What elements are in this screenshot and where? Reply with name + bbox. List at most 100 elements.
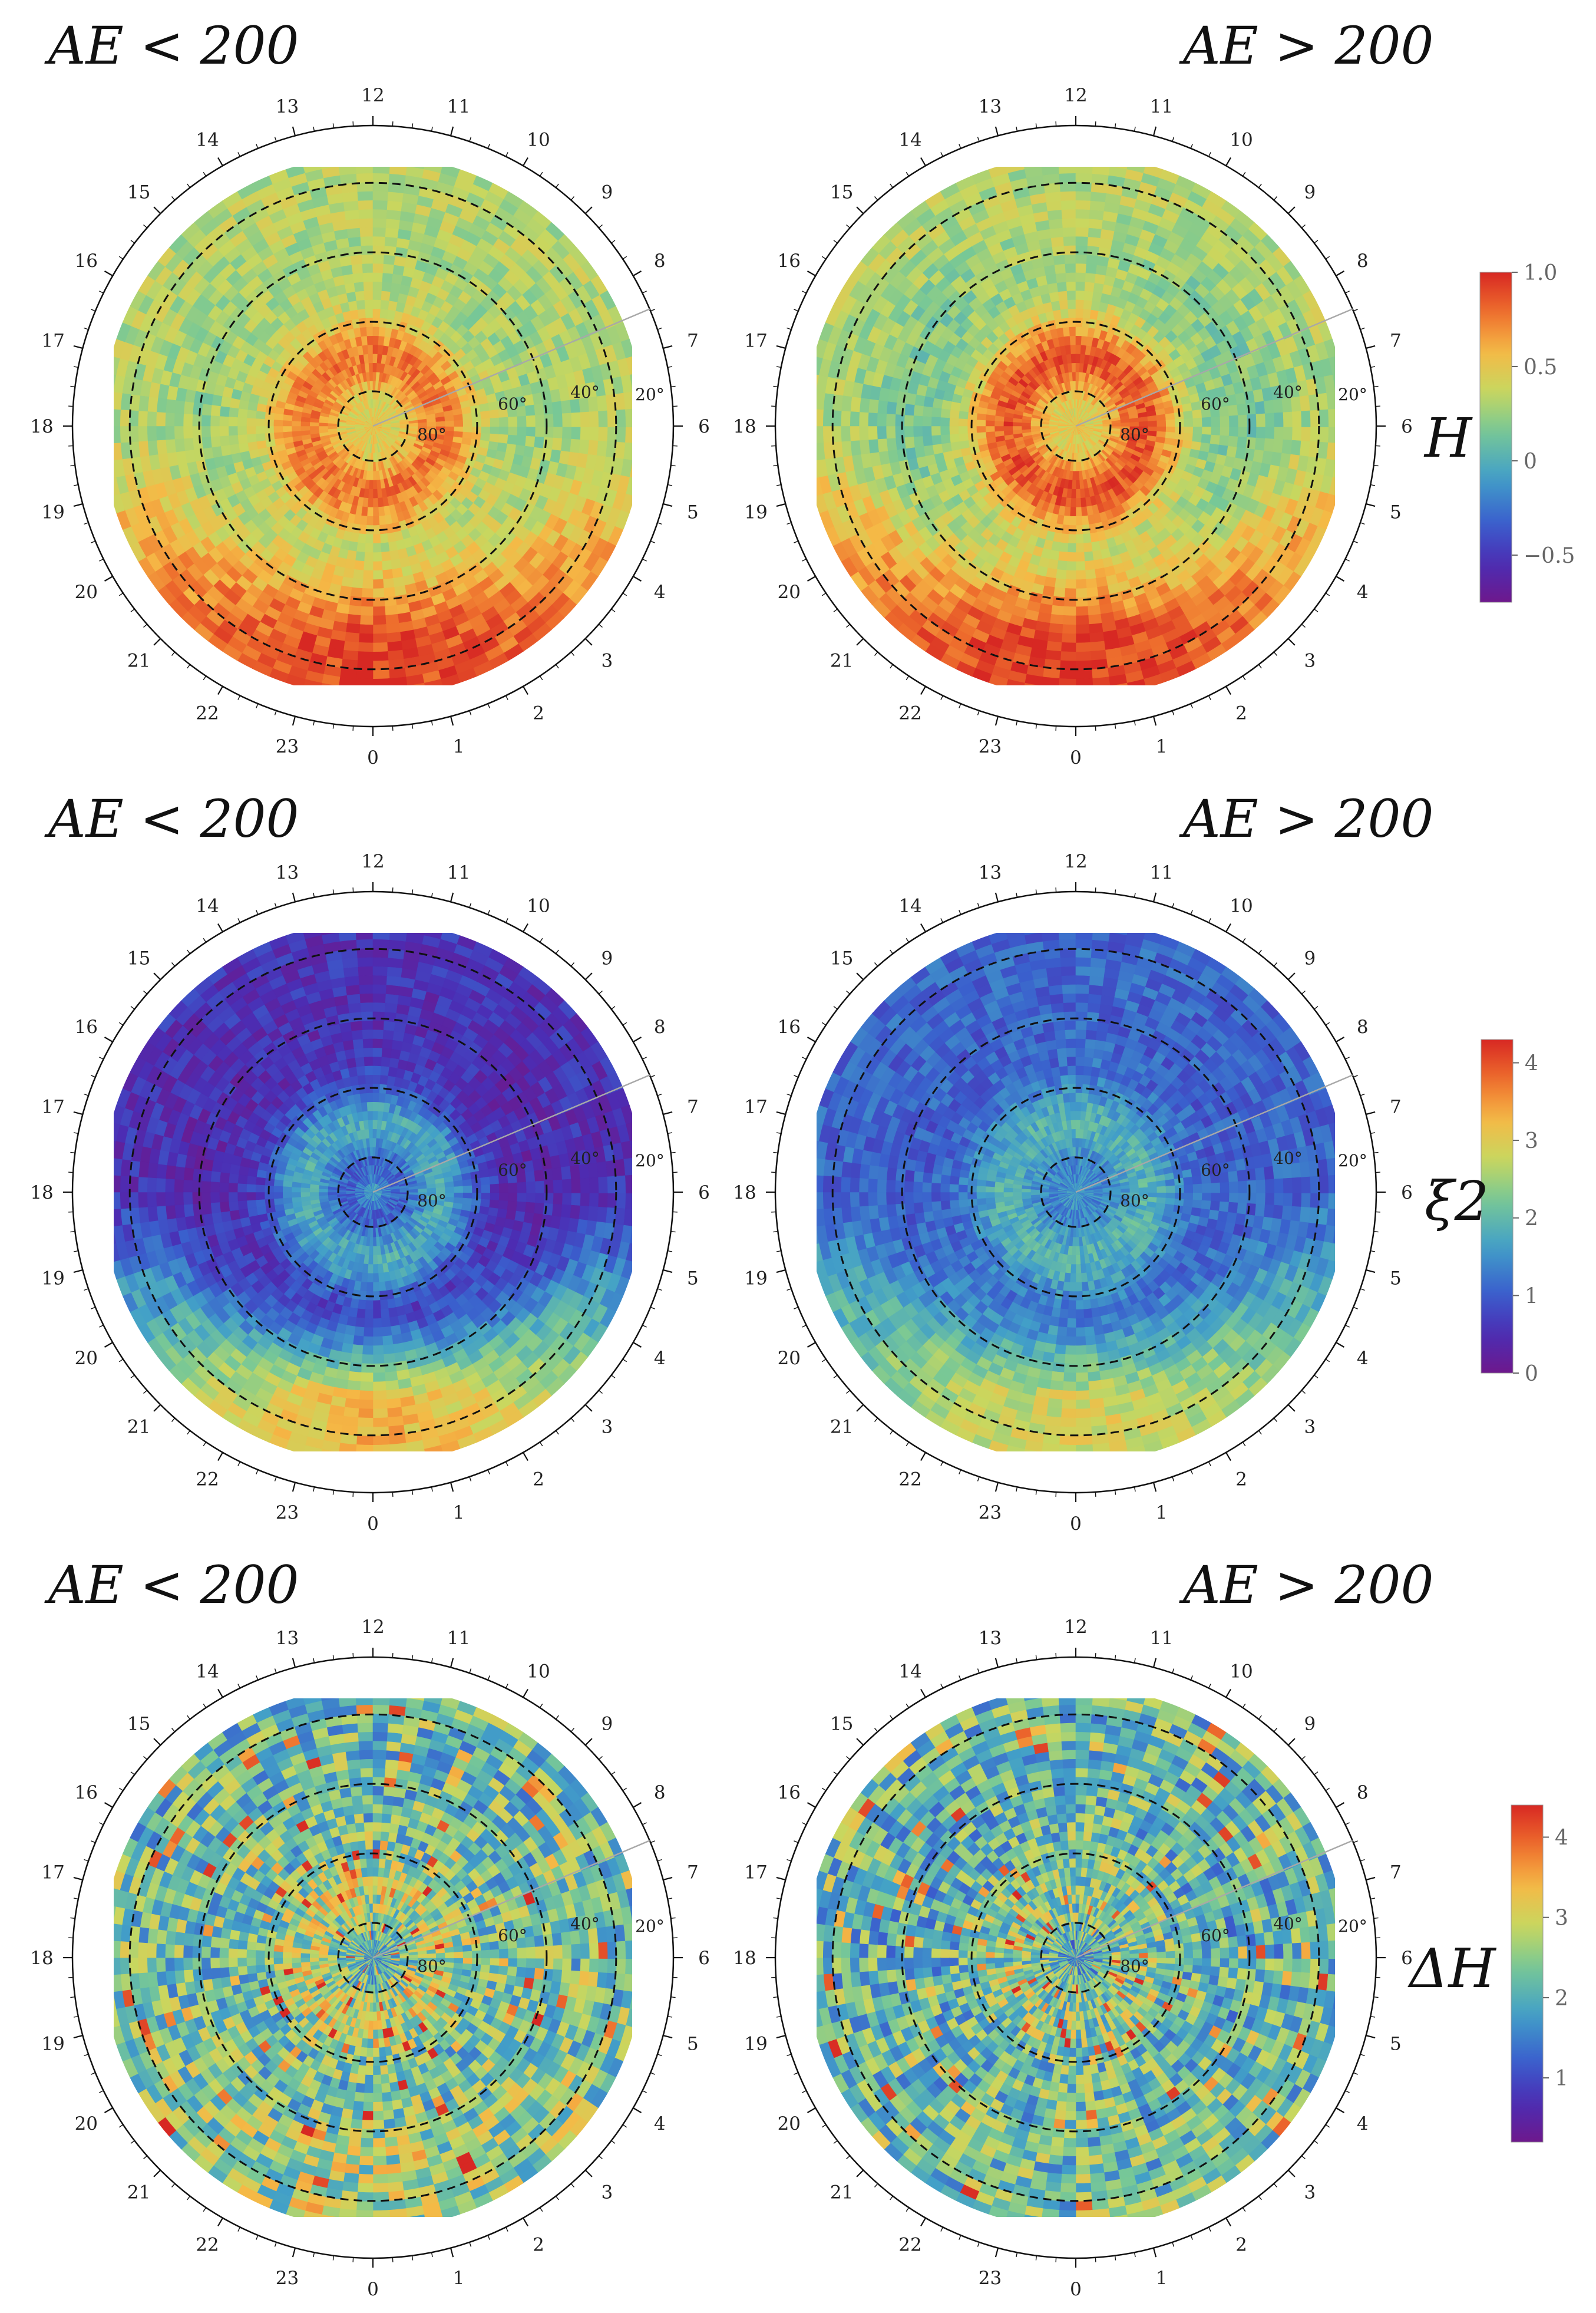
hour-tick: [292, 716, 296, 726]
heatmap-cell: [338, 156, 357, 166]
heatmap-cell: [633, 443, 643, 463]
heatmap-cell: [282, 425, 292, 433]
heatmap-cell: [372, 552, 382, 562]
hour-tick: [99, 291, 104, 294]
heatmap-cell: [388, 173, 408, 185]
heatmap-cell: [372, 498, 379, 508]
heatmap-cell: [219, 425, 229, 437]
hour-tick: [633, 270, 642, 276]
heatmap-cell: [517, 425, 527, 437]
heatmap-cell: [1064, 254, 1077, 264]
hour-tick: [657, 327, 662, 330]
heatmap-cell: [1050, 605, 1065, 616]
heatmap-cell: [183, 400, 194, 415]
heatmap-cell: [589, 425, 599, 442]
heatmap-cell: [348, 236, 362, 248]
heatmap-cell: [508, 416, 518, 427]
heatmap-cell: [362, 561, 374, 571]
heatmap-cell: [369, 371, 374, 381]
heatmap-cell: [359, 227, 374, 237]
heatmap-cell: [372, 227, 387, 237]
heatmap-cell: [372, 516, 380, 526]
heatmap-cell: [1045, 273, 1058, 285]
hour-label: 1: [453, 736, 465, 757]
heatmap-cell: [341, 649, 359, 661]
heatmap-cell: [543, 402, 554, 416]
heatmap-cell: [372, 236, 386, 246]
heatmap-cell: [958, 425, 968, 434]
heatmap-cell: [1071, 362, 1076, 372]
heatmap-cell: [372, 167, 392, 174]
hour-tick: [668, 366, 673, 368]
heatmap-cell: [102, 425, 111, 444]
hour-tick: [450, 716, 454, 726]
hour-tick: [217, 157, 223, 166]
heatmap-cell: [255, 425, 265, 434]
heatmap-cell: [352, 272, 365, 283]
heatmap-cell: [885, 413, 896, 427]
heatmap-cell: [372, 209, 388, 219]
hour-label: 10: [527, 129, 550, 150]
hour-label: 22: [196, 703, 219, 724]
hour-label: 14: [196, 129, 219, 150]
heatmap-cell: [1075, 579, 1087, 589]
heatmap-cell: [344, 209, 361, 220]
heatmap-cell: [385, 632, 402, 643]
heatmap-cell: [635, 408, 644, 427]
heatmap-cell: [1075, 516, 1083, 526]
heatmap-cell: [462, 413, 472, 421]
hour-tick: [469, 710, 472, 715]
hour-tick: [187, 664, 191, 669]
heatmap-cell: [526, 415, 536, 427]
heatmap-cell: [103, 390, 113, 409]
heatmap-cell: [372, 579, 384, 589]
hour-tick: [292, 126, 296, 136]
heatmap-cell: [350, 254, 364, 265]
heatmap-cell: [114, 390, 123, 410]
heatmap-cell: [372, 651, 389, 662]
heatmap-cell: [498, 425, 509, 436]
heatmap-cell: [462, 419, 473, 427]
heatmap-cell: [246, 433, 257, 443]
heatmap-cell: [338, 167, 358, 176]
heatmap-cell: [183, 413, 193, 427]
heatmap-cell: [246, 417, 256, 427]
heatmap-cell: [560, 438, 571, 453]
heatmap-cell: [346, 227, 362, 239]
heatmap-cell: [381, 569, 394, 580]
hour-tick: [237, 152, 241, 157]
heatmap-cell: [165, 438, 176, 454]
heatmap-cell: [1003, 425, 1013, 431]
heatmap-cell: [913, 435, 924, 448]
heatmap-cell: [192, 436, 203, 450]
hour-tick: [611, 240, 616, 244]
heatmap-cell: [385, 623, 401, 634]
heatmap-cell: [1075, 272, 1087, 282]
heatmap-cell: [958, 432, 969, 442]
hour-tick: [256, 703, 259, 708]
hour-tick: [274, 137, 277, 142]
hour-tick: [505, 695, 508, 700]
heatmap-cell: [147, 395, 158, 413]
heatmap-cell: [1075, 534, 1084, 544]
heatmap-cell: [365, 308, 374, 318]
heatmap-cell: [361, 245, 374, 255]
heatmap-cell: [386, 649, 404, 661]
heatmap-cell: [359, 217, 374, 228]
hour-label: 13: [276, 96, 299, 117]
hour-tick: [598, 623, 603, 628]
heatmap-cell: [367, 344, 374, 354]
hour-tick: [539, 675, 543, 681]
heatmap-cell: [886, 400, 897, 415]
heatmap-cell: [379, 533, 389, 544]
heatmap-cell: [560, 400, 572, 415]
heatmap-cell: [1082, 533, 1092, 544]
hour-tick: [68, 405, 74, 407]
heatmap-cell: [454, 420, 464, 427]
heatmap-cell: [138, 394, 150, 412]
heatmap-cell: [354, 678, 374, 685]
heatmap-cell: [1201, 425, 1212, 436]
heatmap-cell: [1012, 425, 1022, 431]
heatmap-cell: [1237, 425, 1248, 438]
heatmap-cell: [1086, 605, 1101, 616]
